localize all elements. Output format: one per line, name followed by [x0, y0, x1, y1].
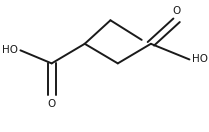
- Text: O: O: [47, 99, 56, 109]
- Text: HO: HO: [2, 45, 18, 55]
- Text: O: O: [172, 6, 181, 16]
- Text: HO: HO: [192, 55, 208, 64]
